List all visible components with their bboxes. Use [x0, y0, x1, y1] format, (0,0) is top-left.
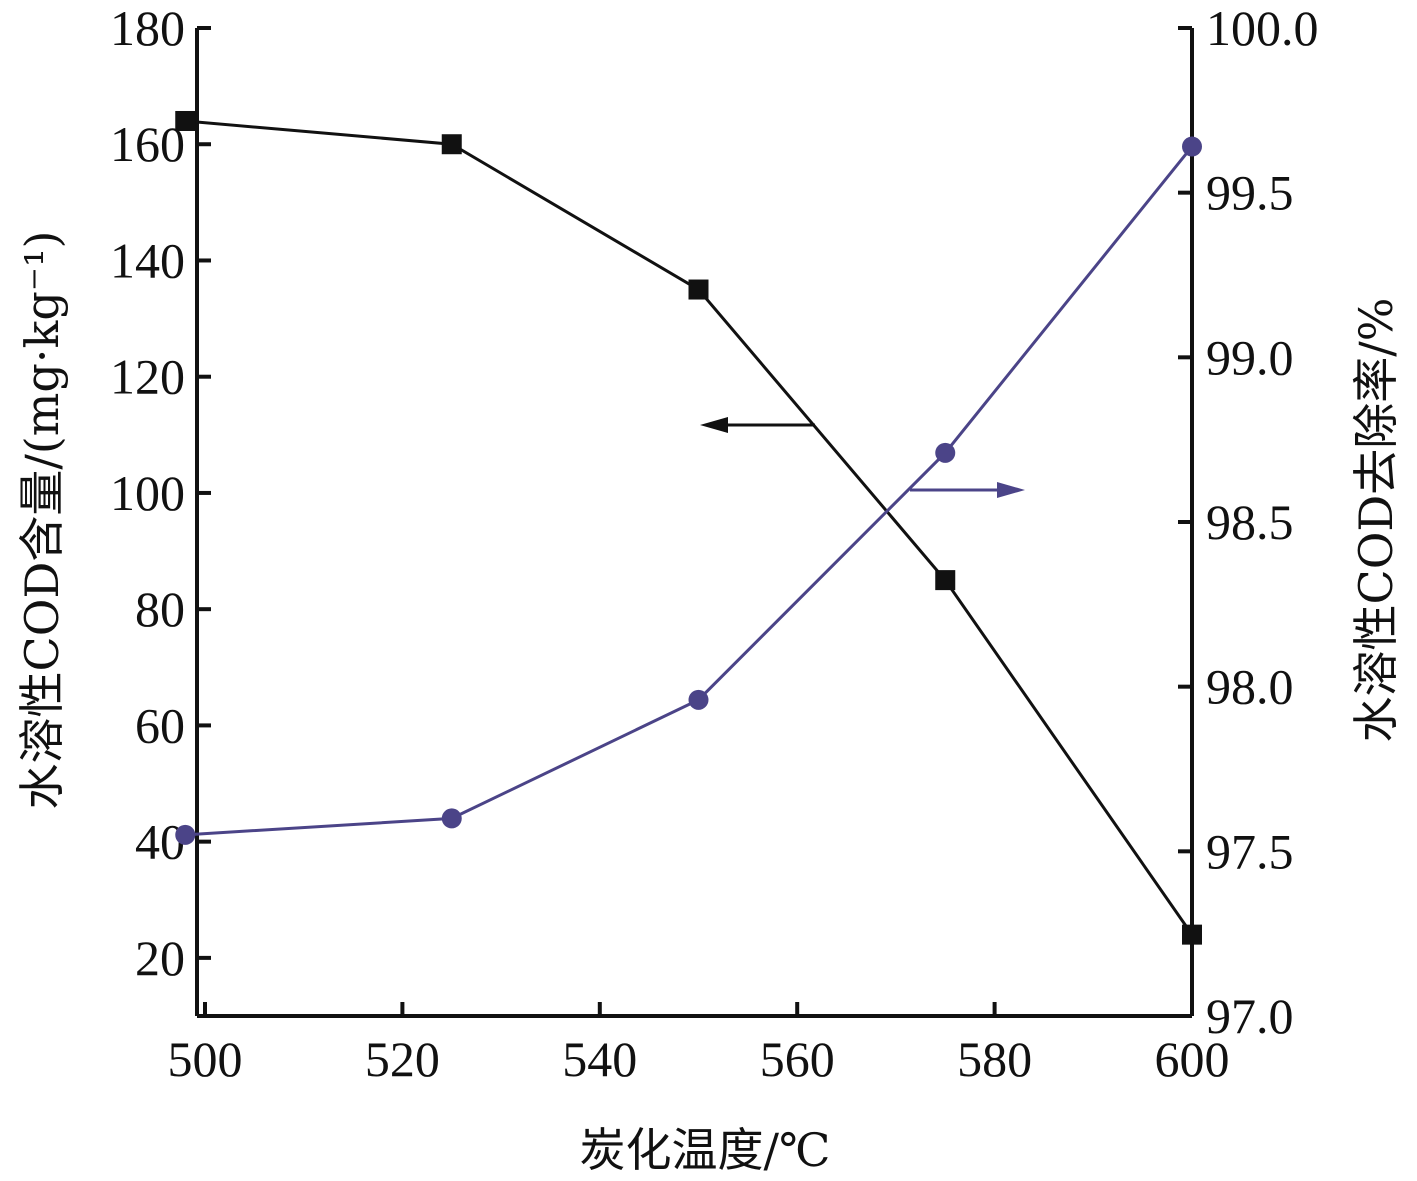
left-y-tick-label: 40 [135, 814, 185, 870]
x-tick-label: 580 [957, 1031, 1032, 1087]
left-y-ticks: 20 40 60 80 100 120 140 160 180 [110, 0, 211, 986]
right-y-tick-label: 100.0 [1206, 0, 1319, 56]
x-tick-label: 520 [365, 1031, 440, 1087]
x-tick-label: 540 [562, 1031, 637, 1087]
left-y-axis-title: 水溶性COD含量/(mg·kg⁻¹) [15, 231, 69, 810]
left-y-tick-label: 20 [135, 930, 185, 986]
series-layer [175, 110, 1202, 945]
right-y-tick-label: 98.0 [1206, 659, 1294, 715]
x-tick-label: 600 [1155, 1031, 1230, 1087]
left-y-tick-label: 80 [135, 581, 185, 637]
series-2-point [688, 689, 709, 710]
right-arrow-head [997, 482, 1025, 498]
right-y-axis-title: 水溶性COD去除率/% [1349, 298, 1403, 743]
right-y-tick-label: 97.0 [1206, 988, 1294, 1044]
x-tick-label: 500 [168, 1031, 243, 1087]
axes [195, 28, 1194, 1018]
left-y-tick-label: 100 [110, 465, 185, 521]
left-y-tick-label: 160 [110, 116, 185, 172]
series-1-point [688, 279, 709, 300]
left-y-tick-label: 60 [135, 697, 185, 753]
series-1-point [441, 134, 462, 155]
series-2-point [175, 824, 196, 845]
series-2-point [935, 442, 956, 463]
series-2-point [441, 808, 462, 829]
x-ticks: 500 520 540 560 580 600 [168, 1002, 1230, 1087]
series-1-point [175, 110, 196, 131]
series-2-line [185, 145, 1194, 837]
series-1-point [1182, 924, 1202, 945]
annotations [700, 417, 1025, 498]
right-y-tick-label: 98.5 [1206, 494, 1294, 550]
series-1-point [935, 570, 956, 591]
left-y-tick-label: 140 [110, 232, 185, 288]
x-axis-title: 炭化温度/℃ [580, 1123, 831, 1177]
x-tick-label: 560 [760, 1031, 835, 1087]
right-y-tick-label: 99.5 [1206, 165, 1294, 221]
left-y-tick-label: 120 [110, 349, 185, 405]
series-1-line [185, 119, 1194, 936]
left-arrow-head [700, 417, 728, 433]
series-2-point [1182, 136, 1202, 157]
right-y-ticks: 97.0 97.5 98.0 98.5 99.0 99.5 100.0 [1178, 0, 1319, 1044]
right-y-tick-label: 99.0 [1206, 329, 1294, 385]
left-y-tick-label: 180 [110, 0, 185, 56]
right-y-tick-label: 97.5 [1206, 823, 1294, 879]
